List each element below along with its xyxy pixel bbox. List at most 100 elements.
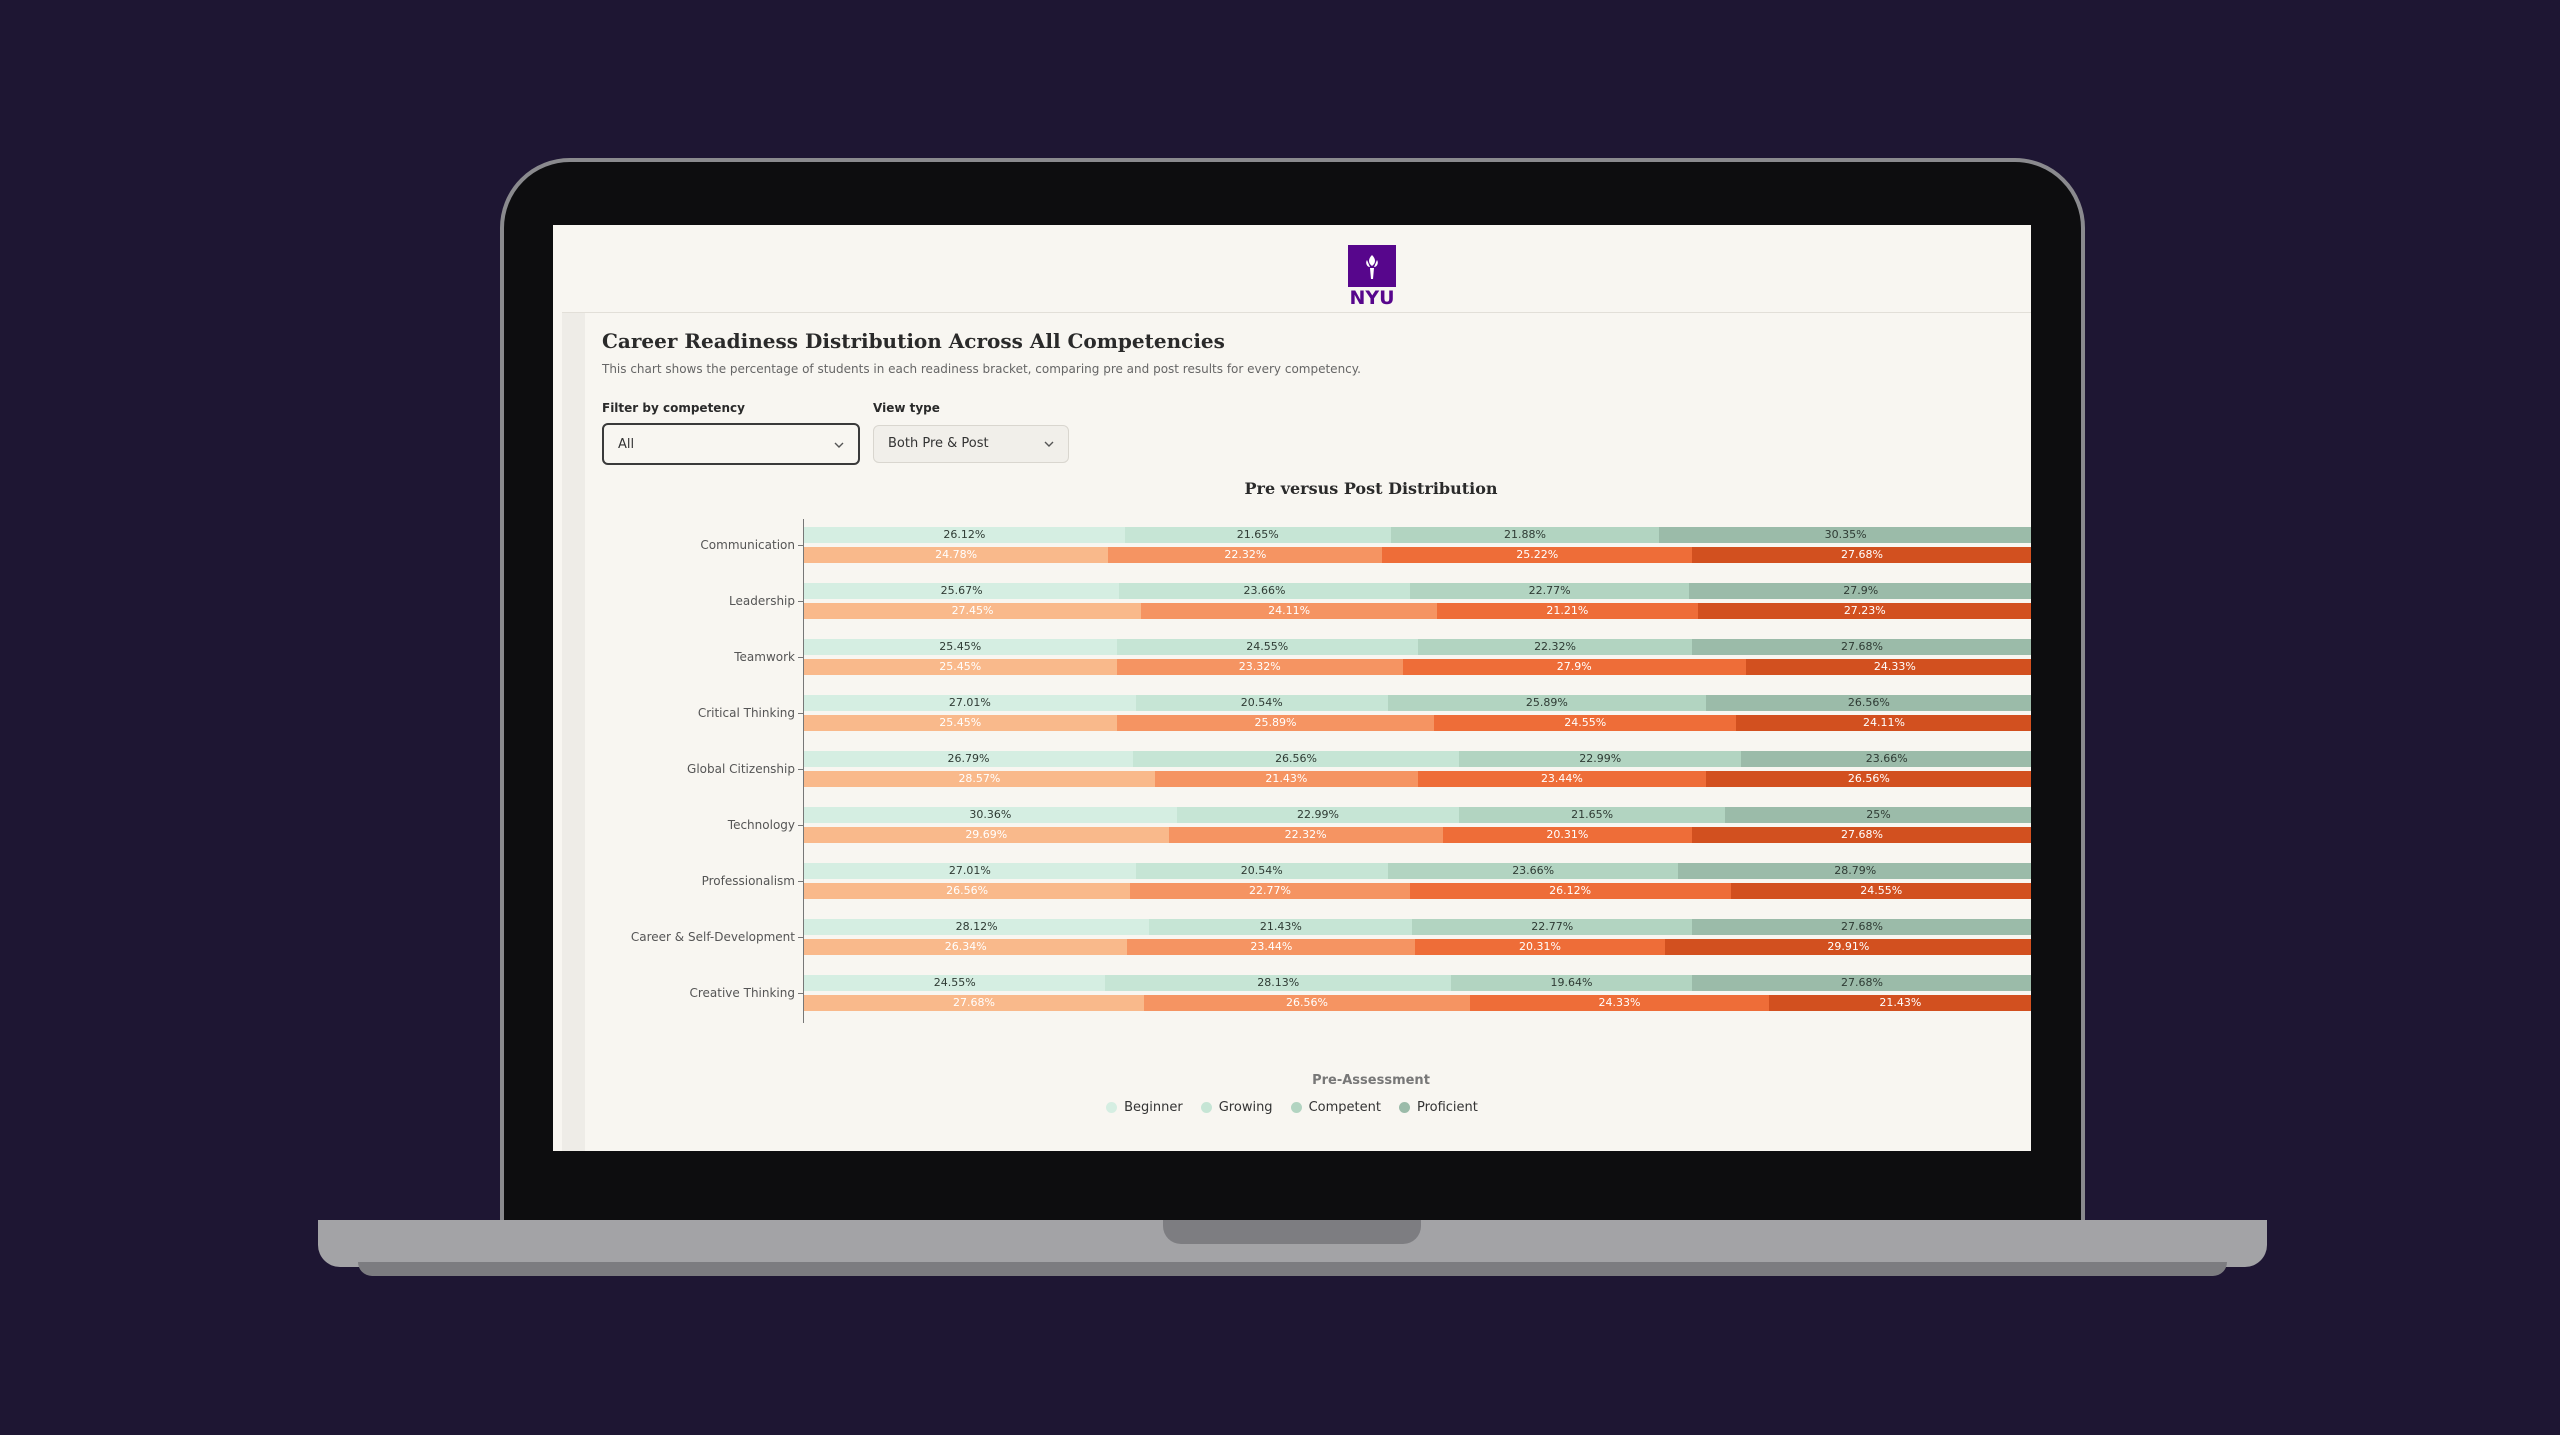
data-label: 21.43% [1879,995,1922,1009]
chart-title: Pre versus Post Distribution [1244,479,1498,498]
y-tick-label: Technology [727,817,795,832]
bar-segment: 21.43% [1154,770,1418,787]
data-label: 22.77% [1531,920,1574,933]
bar-segment: 27.68% [1692,546,2031,563]
data-label: 29.91% [1827,939,1870,953]
data-label: 21.88% [1503,528,1546,541]
bar-segment: 20.54% [1135,695,1388,711]
legend-item: Beginner [1106,1100,1183,1115]
header-divider [562,312,2031,313]
y-tick [798,657,803,658]
data-label: 25.67% [940,584,983,597]
data-label: 27.9% [1556,659,1592,673]
view-dropdown[interactable]: Both Pre & Post [873,425,1069,463]
data-label: 28.13% [1257,976,1300,989]
y-tick-label: Teamwork [734,649,795,664]
bar-segment: 30.35% [1659,527,2031,543]
bar-segment: 21.65% [1124,527,1391,543]
chart: 26.12% 21.65% 21.88% 30.35% 25.67% 23.66% 22.7… [553,225,2031,1151]
legend-swatch [1106,1102,1118,1113]
data-label: 28.12% [955,920,998,933]
data-label: 27.68% [1841,827,1883,841]
data-label: 26.79% [947,752,990,765]
screen: NYU Career Readiness Distribution Across… [553,225,2031,1151]
bar-segment: 30.36% [804,807,1177,823]
bar-segment: 20.31% [1415,938,1665,955]
y-tick [798,825,803,826]
bar-segment: 29.91% [1664,938,2031,955]
data-label: 24.55% [1246,640,1289,653]
data-label: 27.68% [1841,976,1883,989]
data-label: 24.78% [935,547,978,561]
bar-segment: 22.77% [1409,583,1690,599]
bar-segment: 23.66% [1387,863,1679,879]
data-label: 22.32% [1284,827,1327,841]
bar-segment: 23.32% [1116,658,1403,675]
legend-label: Proficient [1416,1100,1478,1115]
bar-segment: 27.68% [804,994,1144,1011]
bar-segment: 27.01% [804,863,1136,879]
bar-segment: 27.9% [1689,583,2031,599]
data-label: 26.56% [1286,995,1328,1009]
bar-segment: 22.77% [1412,919,1693,935]
data-label: 27.01% [948,696,991,709]
bar-segment: 27.68% [1692,639,2031,655]
competency-dropdown[interactable]: All [602,423,860,465]
bar-segment: 25.89% [1116,714,1435,731]
y-tick [798,993,803,994]
sidebar [562,313,585,1151]
y-tick-label: Career & Self-Development [630,929,795,944]
dropdown-value: Both Pre & Post [888,436,989,451]
bar-segment: 24.11% [1141,602,1438,619]
data-label: 21.65% [1571,808,1614,821]
bar-segment: 24.55% [1116,639,1418,655]
data-label: 27.9% [1843,584,1879,597]
data-label: 24.55% [1860,883,1903,897]
data-label: 26.56% [1275,752,1318,765]
data-label: 25.22% [1516,547,1559,561]
y-tick [798,545,803,546]
bar-segment: 25.22% [1382,546,1693,563]
bar-segment: 24.55% [1434,714,1736,731]
bar-segment: 19.64% [1450,975,1693,991]
bar-segment: 26.56% [1705,770,2031,787]
y-tick [798,713,803,714]
data-label: 27.01% [948,864,991,877]
bar-segment: 26.56% [804,882,1131,899]
data-label: 19.64% [1550,976,1593,989]
bar-segment: 24.33% [1470,994,1769,1011]
data-label: 27.68% [1841,640,1883,653]
data-label: 25.89% [1525,696,1568,709]
bar-segment: 23.66% [1741,751,2031,767]
bar-segment: 27.68% [1692,919,2031,935]
bar-segment: 27.9% [1402,658,1746,675]
laptop-notch [1163,1220,1421,1244]
bar-segment: 24.33% [1745,658,2031,675]
bar-segment: 22.32% [1108,546,1383,563]
bar-segment: 21.21% [1437,602,1698,619]
bar-segment: 27.68% [1692,975,2031,991]
data-label: 23.44% [1540,771,1583,785]
data-label: 24.33% [1598,995,1641,1009]
y-tick-label: Global Citizenship [687,761,795,776]
data-label: 22.77% [1248,883,1291,897]
data-label: 27.45% [951,603,994,617]
bar-segment: 22.99% [1459,751,1742,767]
bar-segment: 26.12% [804,527,1125,543]
data-label: 22.32% [1224,547,1267,561]
bar-segment: 26.79% [804,751,1133,767]
bar-segment: 26.56% [1705,695,2031,711]
bar-segment: 21.43% [1768,994,2031,1011]
data-label: 22.32% [1534,640,1577,653]
bar-segment: 23.44% [1418,770,1706,787]
bar-segment: 24.11% [1735,714,2031,731]
data-label: 24.55% [933,976,976,989]
data-label: 26.56% [946,883,989,897]
bar-segment: 26.56% [1143,994,1471,1011]
bar-segment: 25.45% [804,714,1117,731]
data-label: 24.55% [1564,715,1607,729]
bar-segment: 24.55% [1730,882,2031,899]
filter-label: View type [873,401,940,415]
bar-segment: 25.45% [804,658,1117,675]
y-tick [798,601,803,602]
